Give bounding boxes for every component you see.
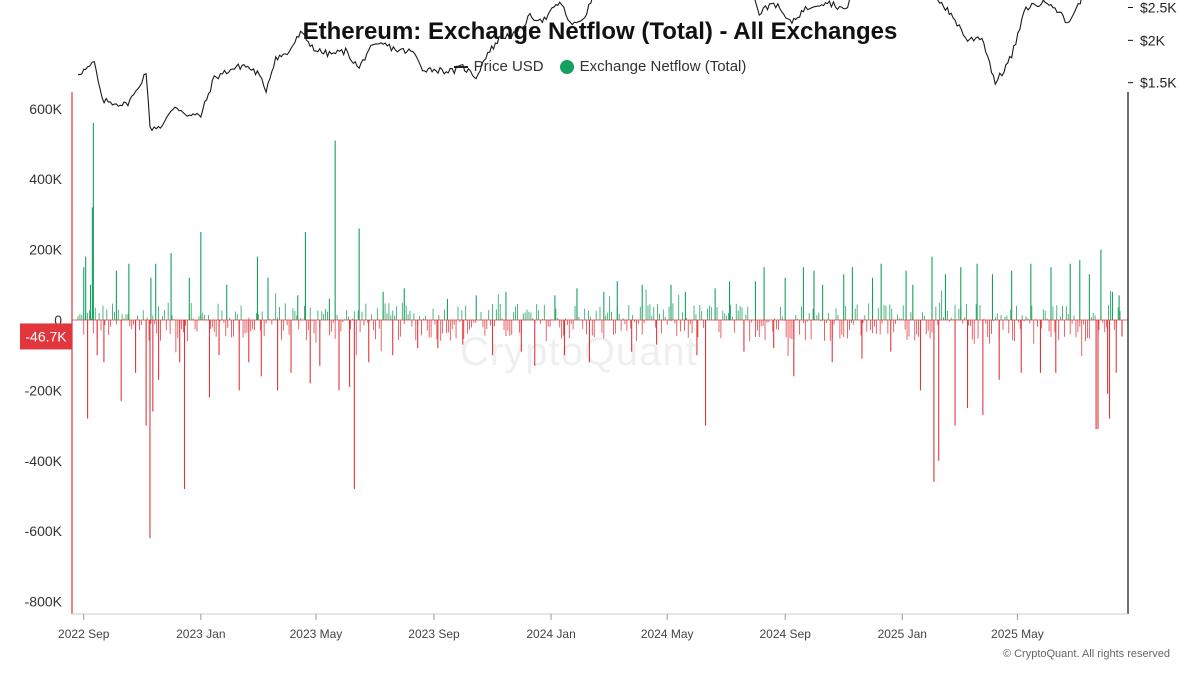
x-axis-ticks: 2022 Sep 2023 Jan 2023 May 2023 Sep 2024 Jan…	[58, 614, 1044, 641]
left-tick-label: 600K	[29, 101, 62, 117]
right-axis-ticks: $5K$4.5K$4K$3.5K$3K$2.5K$2K$1.5K	[1128, 0, 1177, 91]
right-tick-label: $2K	[1140, 32, 1166, 48]
x-tick-label: 2025 Jan	[878, 627, 927, 641]
left-tick-label: 400K	[29, 171, 62, 187]
legend-item-price[interactable]: Price USD	[453, 58, 544, 75]
x-tick-label: 2024 May	[641, 627, 694, 641]
value-badges: -46.7K$4.2K	[20, 323, 72, 350]
left-tick-label: 200K	[29, 242, 62, 258]
legend-line-icon	[453, 65, 468, 68]
legend: Price USD Exchange Netflow (Total)	[0, 58, 1200, 75]
price-line	[77, 0, 1082, 132]
x-tick-label: 2023 May	[290, 627, 343, 641]
right-tick-label: $1.5K	[1140, 75, 1177, 91]
x-tick-label: 2023 Sep	[408, 627, 460, 641]
left-tick-label: -200K	[25, 382, 63, 398]
legend-item-netflow[interactable]: Exchange Netflow (Total)	[559, 58, 747, 75]
left-axis-ticks: 600K 400K 200K 0 -200K -400K -600K -800K	[25, 101, 63, 610]
current-netflow-badge	[20, 323, 72, 350]
copyright-text: © CryptoQuant. All rights reserved	[1002, 648, 1170, 660]
legend-label-price: Price USD	[473, 58, 544, 75]
left-tick-label: -600K	[25, 523, 63, 539]
chart-title: Ethereum: Exchange Netflow (Total) - All…	[302, 18, 898, 45]
x-tick-label: 2023 Jan	[176, 627, 225, 641]
x-tick-label: 2025 May	[991, 627, 1044, 641]
legend-label-netflow: Exchange Netflow (Total)	[579, 58, 747, 75]
x-tick-label: 2024 Sep	[759, 627, 811, 641]
x-tick-label: 2024 Jan	[526, 627, 575, 641]
legend-dot-icon	[559, 59, 574, 74]
left-tick-label: -400K	[25, 453, 63, 469]
left-tick-label: -800K	[25, 594, 63, 610]
left-tick-label: 0	[54, 312, 62, 328]
right-tick-label: $2.5K	[1140, 0, 1177, 16]
watermark: CryptoQuant	[460, 330, 698, 374]
netflow-bars	[77, 122, 1123, 539]
x-tick-label: 2022 Sep	[58, 627, 110, 641]
current-netflow-label: -46.7K	[25, 328, 67, 344]
